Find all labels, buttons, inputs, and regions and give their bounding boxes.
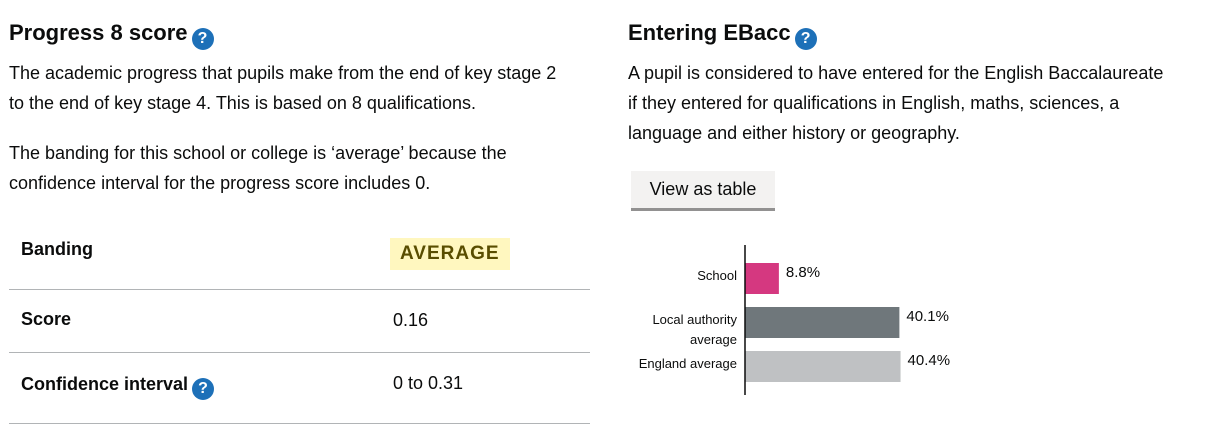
help-icon[interactable]: ? [192, 378, 215, 400]
description-line: A pupil is considered to have entered fo… [628, 63, 1164, 83]
bar-1 [745, 307, 900, 338]
divider [9, 423, 590, 424]
banding-badge: AVERAGE [390, 238, 510, 270]
description-line: language and either history or geography… [628, 123, 960, 143]
banding-note-line: The banding for this school or college i… [9, 143, 507, 163]
help-icon[interactable]: ? [794, 28, 817, 50]
confidence-interval-value: 0 to 0.31 [393, 373, 464, 393]
bar-2 [745, 351, 901, 382]
ebacc-heading: Entering EBacc? [628, 18, 817, 50]
divider [9, 289, 590, 290]
progress8-heading: Progress 8 score? [9, 18, 214, 50]
banding-note: The banding for this school or college i… [9, 138, 507, 198]
score-value: 0.16 [393, 310, 429, 330]
progress8-description: The academic progress that pupils make f… [9, 58, 556, 118]
ebacc-title: Entering EBacc [628, 20, 791, 45]
value-label: 40.4% [908, 352, 951, 369]
score-label: Score [21, 309, 72, 329]
banding-label: Banding [21, 239, 93, 259]
help-icon[interactable]: ? [191, 28, 214, 50]
category-label: average [690, 332, 737, 347]
value-label: 8.8% [786, 264, 820, 281]
category-label: England average [639, 356, 737, 371]
progress8-title: Progress 8 score [9, 20, 188, 45]
bar-0 [745, 263, 779, 294]
category-label: Local authority [652, 312, 737, 327]
description-line: The academic progress that pupils make f… [9, 63, 557, 83]
description-line: to the end of key stage 4. This is based… [9, 93, 476, 113]
confidence-interval-label-text: Confidence interval [21, 374, 189, 394]
divider [9, 352, 590, 353]
description-line: if they entered for qualifications in En… [628, 93, 1120, 113]
ebacc-bar-chart: 8.8% School 40.1% Local authority average 40.… [639, 245, 951, 395]
confidence-interval-label: Confidence interval? [21, 374, 215, 400]
banding-note-line: confidence interval for the progress sco… [9, 173, 431, 193]
category-label: School [697, 268, 737, 283]
ebacc-description: A pupil is considered to have entered fo… [628, 58, 1163, 148]
view-as-table-button[interactable]: View as table [631, 171, 775, 211]
value-label: 40.1% [906, 308, 949, 325]
